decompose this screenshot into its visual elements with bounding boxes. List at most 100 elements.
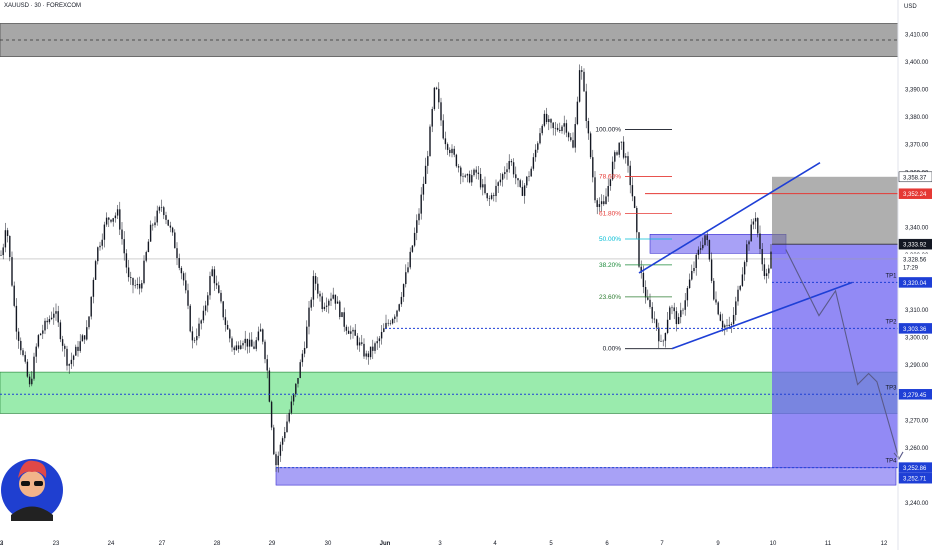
candle-body <box>86 327 88 340</box>
candle-body <box>59 322 62 340</box>
candle-body <box>321 296 323 310</box>
candle-body <box>215 283 218 286</box>
candle-body <box>453 148 455 155</box>
candle-body <box>699 248 702 250</box>
candle-body <box>495 185 497 197</box>
x-tick-label: 24 <box>108 541 115 547</box>
candle-body <box>90 296 92 317</box>
candle-body <box>526 176 528 186</box>
candle-body <box>132 278 134 286</box>
candle-body <box>638 232 640 267</box>
tp-label: TP3 <box>885 385 897 391</box>
candle-body <box>618 142 620 155</box>
candle-body <box>350 331 352 334</box>
candle-body <box>530 168 532 177</box>
fibonacci: 100.00% 78.60% 61.80% 50.00% 38.20% 23.60% 0.0… <box>595 127 672 353</box>
candle-body <box>0 254 2 256</box>
order-block-zone <box>649 234 787 254</box>
x-tick-label: 13 <box>0 541 4 547</box>
support-zone <box>0 371 899 414</box>
candle-body <box>356 335 359 346</box>
candle-body <box>402 284 405 297</box>
candle-body <box>605 196 607 205</box>
candle-body <box>653 318 656 320</box>
candle-body <box>413 232 416 246</box>
candle-body <box>101 239 103 246</box>
candle-body <box>292 393 295 402</box>
candle-body <box>719 314 722 321</box>
candle-body <box>574 124 576 148</box>
candle-body <box>237 345 240 350</box>
candle-body <box>79 341 81 351</box>
candle-body <box>46 320 48 323</box>
candle-body <box>717 302 719 315</box>
avatar-face <box>19 471 45 497</box>
candle-body <box>743 262 746 275</box>
candle-body <box>396 310 398 317</box>
candle-body <box>17 331 20 341</box>
candle-body <box>394 316 396 320</box>
price-label-box <box>898 277 932 288</box>
candle-body <box>532 157 535 169</box>
candle-body <box>317 283 319 294</box>
candle-body <box>31 378 33 385</box>
candle-body <box>270 401 273 428</box>
price-label-text: 3,252.71 <box>903 477 927 483</box>
candle-body <box>354 329 356 336</box>
candle-body <box>715 299 717 303</box>
y-tick-label: 3,390.00 <box>905 88 929 94</box>
candle-body <box>616 152 618 155</box>
candle-body <box>493 195 495 197</box>
candle-body <box>358 342 361 346</box>
candle-body <box>308 307 310 327</box>
chart-header: XAUUSD · 30 · FOREXCOM <box>4 3 82 9</box>
candle-body <box>141 283 143 289</box>
candle-body <box>11 257 13 286</box>
candle-body <box>299 362 301 378</box>
candle-body <box>702 244 704 249</box>
candle-body <box>4 230 7 248</box>
price-label-box <box>898 261 932 273</box>
candle-body <box>389 323 392 324</box>
candle-body <box>486 193 488 199</box>
candle-body <box>391 319 394 324</box>
candle-body <box>693 267 695 272</box>
candle-body <box>13 285 15 306</box>
candle-body <box>594 177 596 201</box>
candle-body <box>198 323 200 337</box>
candle-body <box>446 144 449 150</box>
candle-body <box>429 126 431 157</box>
candle-body <box>541 125 543 134</box>
candle-body <box>600 201 603 205</box>
candle-body <box>400 296 403 305</box>
candle-body <box>658 327 660 342</box>
candle-body <box>475 169 477 173</box>
candle-body <box>50 317 53 320</box>
candle-body <box>207 295 209 306</box>
candle-body <box>662 340 664 342</box>
tp-label: TP2 <box>885 319 897 325</box>
candle-body <box>262 329 264 342</box>
price-label-box <box>898 462 932 473</box>
candle-body <box>178 258 180 268</box>
candle-body <box>596 200 598 207</box>
candle-body <box>312 276 315 300</box>
y-tick-label: 3,340.00 <box>905 225 929 231</box>
candle-body <box>149 224 152 242</box>
candle-body <box>365 353 367 357</box>
resistance-zone <box>0 23 899 57</box>
candle-body <box>405 272 407 285</box>
candle-body <box>545 113 548 122</box>
candle-body <box>761 248 763 265</box>
candle-body <box>728 324 730 326</box>
candle-body <box>97 247 99 262</box>
candle-body <box>81 335 84 342</box>
candle-body <box>281 438 284 445</box>
y-tick-label: 3,380.00 <box>905 115 929 121</box>
candle-body <box>99 245 101 248</box>
candle-body <box>165 215 167 220</box>
candle-body <box>735 301 737 315</box>
fib-level-label: 23.60% <box>599 294 621 301</box>
